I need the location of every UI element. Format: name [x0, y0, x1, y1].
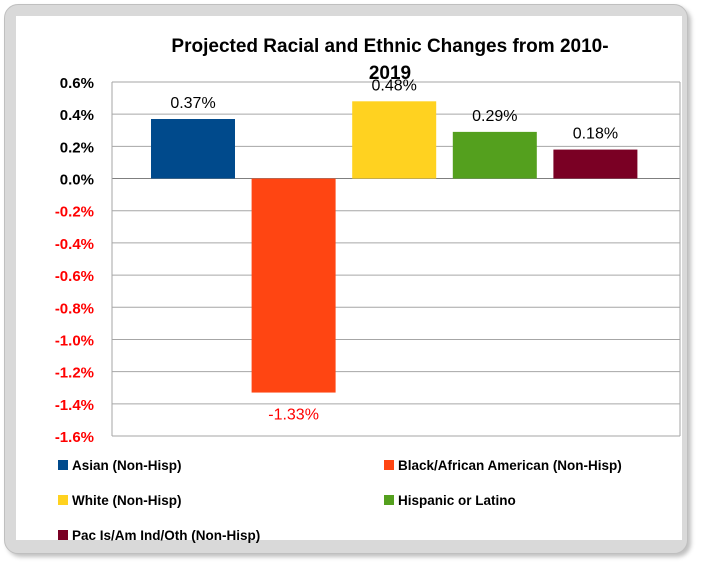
data-label: 0.29% — [472, 108, 517, 125]
y-tick-label: -1.0% — [55, 332, 94, 349]
y-tick-label: 0.6% — [60, 75, 94, 92]
y-tick-label: -0.6% — [55, 268, 94, 285]
bars — [151, 101, 638, 393]
legend-label: Hispanic or Latino — [398, 493, 516, 508]
y-tick-label: -0.2% — [55, 204, 94, 221]
plot-area-background — [16, 16, 682, 540]
y-tick-label: 0.2% — [60, 139, 94, 156]
legend-label: White (Non-Hisp) — [72, 493, 181, 508]
data-label: 0.18% — [573, 126, 618, 143]
y-tick-label: -0.4% — [55, 236, 94, 253]
bar — [452, 131, 537, 179]
data-label: -1.33% — [268, 407, 319, 424]
legend-label: Pac Is/Am Ind/Oth (Non-Hisp) — [72, 528, 260, 543]
data-label: 0.48% — [372, 77, 417, 94]
chart-title-line-2: 2019 — [369, 63, 411, 84]
data-label: 0.37% — [170, 95, 215, 112]
bar — [251, 178, 336, 393]
legend-swatch — [384, 495, 394, 505]
legend-swatch — [58, 460, 68, 470]
y-tick-label: -1.4% — [55, 397, 94, 414]
bar — [553, 149, 638, 179]
legend-label: Asian (Non-Hisp) — [72, 458, 182, 473]
chart-title-line-1: Projected Racial and Ethnic Changes from… — [171, 36, 608, 57]
legend-swatch — [384, 460, 394, 470]
legend-label: Black/African American (Non-Hisp) — [398, 458, 622, 473]
y-tick-label: 0.4% — [60, 107, 94, 124]
y-tick-label: -1.6% — [55, 429, 94, 446]
legend-swatch — [58, 530, 68, 540]
bar — [151, 119, 235, 179]
y-tick-label: 0.0% — [60, 172, 94, 189]
legend[interactable]: Asian (Non-Hisp) Black/African American (… — [58, 458, 622, 543]
y-tick-label: -0.8% — [55, 300, 94, 317]
data-labels: 0.37% -1.33% 0.48% 0.29% 0.18% — [170, 77, 618, 423]
y-axis-ticks: 0.6% 0.4% 0.2% 0.0% -0.2% -0.4% -0.6% -0.8% -1.0… — [55, 75, 94, 446]
bar — [352, 101, 437, 179]
legend-swatch — [58, 495, 68, 505]
chart-title: Projected Racial and Ethnic Changes from… — [171, 36, 608, 84]
y-tick-label: -1.2% — [55, 365, 94, 382]
